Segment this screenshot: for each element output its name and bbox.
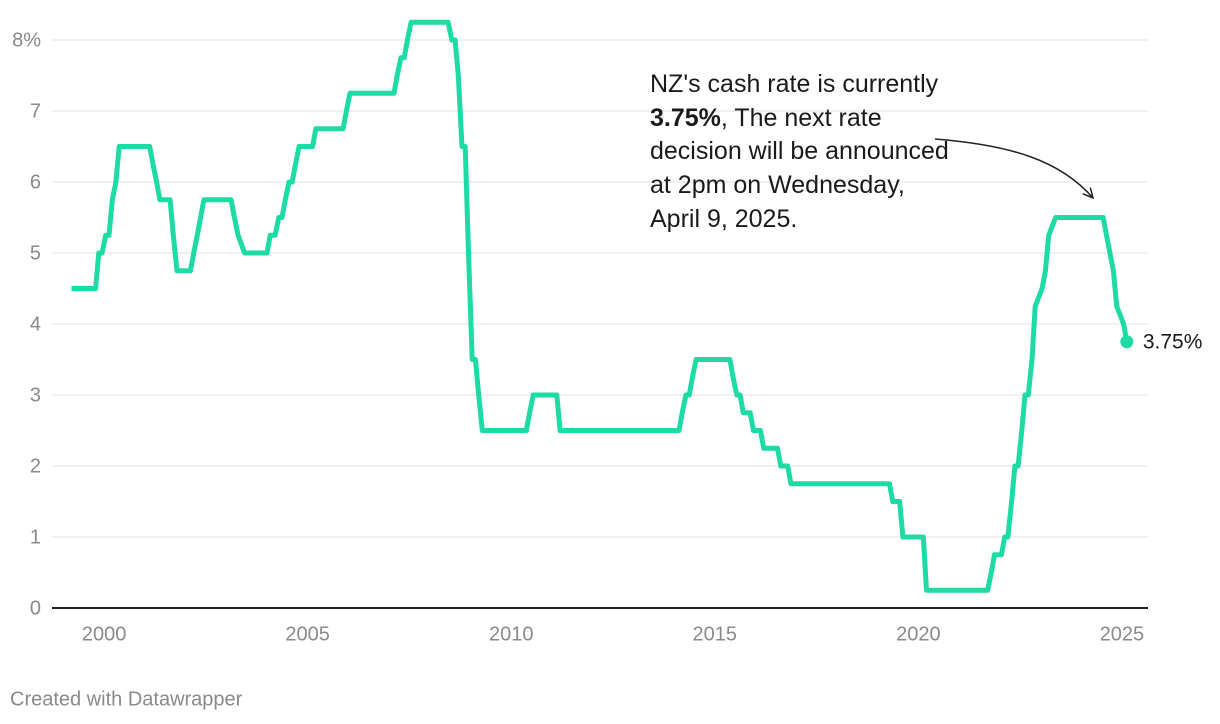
- x-tick-label: 2020: [896, 623, 941, 645]
- y-tick-label: 8%: [12, 29, 41, 51]
- annotation: NZ's cash rate is currently 3.75%, The n…: [650, 68, 950, 237]
- x-tick-label: 2000: [82, 623, 127, 645]
- y-tick-label: 6: [30, 171, 41, 193]
- y-tick-label: 5: [30, 242, 41, 264]
- x-tick-label: 2025: [1100, 623, 1145, 645]
- x-tick-label: 2015: [693, 623, 738, 645]
- y-tick-label: 3: [30, 384, 41, 406]
- annotation-arrow: [934, 138, 1093, 198]
- y-tick-label: 4: [30, 313, 41, 335]
- y-tick-label: 0: [30, 597, 41, 619]
- end-label: 3.75%: [1143, 330, 1203, 353]
- annotation-text: NZ's cash rate is currently: [650, 70, 939, 98]
- y-tick-label: 2: [30, 455, 41, 477]
- footer: Created with Datawrapper: [10, 688, 243, 710]
- x-tick-label: 2010: [489, 623, 534, 645]
- x-tick-label: 2005: [285, 623, 330, 645]
- y-tick-label: 1: [30, 526, 41, 548]
- y-tick-label: 7: [30, 100, 41, 122]
- rate-line: [71, 19, 1130, 593]
- grid: [52, 39, 1148, 609]
- annotation-bold: 3.75%: [650, 103, 721, 132]
- annotation-text: , The next rate decision will be announc…: [650, 103, 949, 233]
- end-dot: [1120, 335, 1134, 349]
